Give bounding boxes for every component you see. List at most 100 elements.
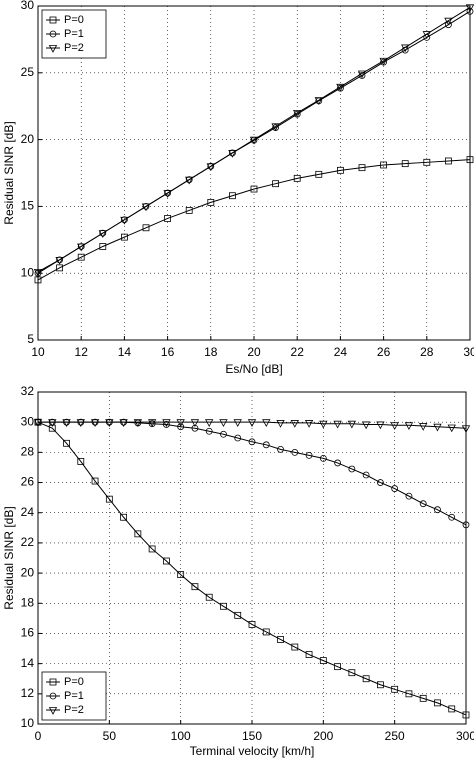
marker xyxy=(405,492,413,500)
marker xyxy=(293,174,301,182)
marker xyxy=(185,207,193,214)
y-tick-label: 32 xyxy=(21,384,35,398)
marker xyxy=(99,243,107,250)
marker xyxy=(433,423,442,432)
legend-marker xyxy=(48,45,58,53)
marker xyxy=(362,471,370,479)
marker xyxy=(404,422,414,431)
marker xyxy=(163,190,172,198)
marker xyxy=(347,420,357,429)
marker xyxy=(448,513,456,521)
marker xyxy=(319,420,328,429)
legend-marker xyxy=(49,16,57,24)
marker xyxy=(465,4,474,13)
y-tick-label: 25 xyxy=(21,65,35,79)
marker xyxy=(248,438,256,446)
marker xyxy=(191,424,199,432)
marker xyxy=(380,161,388,169)
x-tick-label: 26 xyxy=(377,345,391,359)
x-tick-label: 0 xyxy=(35,729,42,743)
marker xyxy=(448,705,456,713)
x-tick-label: 14 xyxy=(118,345,132,359)
marker xyxy=(177,423,185,431)
y-tick-label: 5 xyxy=(27,332,34,346)
marker xyxy=(319,454,327,462)
y-tick-label: 14 xyxy=(21,656,35,670)
marker xyxy=(276,420,285,428)
marker xyxy=(105,419,114,428)
marker xyxy=(391,485,399,492)
x-tick-label: 100 xyxy=(171,729,191,743)
marker xyxy=(315,170,323,178)
marker xyxy=(319,657,327,665)
marker xyxy=(56,256,63,264)
marker xyxy=(401,160,409,168)
marker xyxy=(461,425,471,434)
marker xyxy=(148,545,156,553)
marker xyxy=(233,419,242,428)
y-tick-label: 26 xyxy=(21,475,35,489)
marker xyxy=(419,694,427,702)
marker xyxy=(272,180,280,188)
line xyxy=(38,421,467,429)
marker xyxy=(176,419,185,428)
marker xyxy=(390,422,399,431)
legend-label: P=1 xyxy=(64,28,84,40)
marker xyxy=(277,445,284,453)
marker xyxy=(305,651,313,658)
marker xyxy=(220,430,227,438)
marker xyxy=(191,583,199,591)
marker xyxy=(336,166,344,174)
marker xyxy=(205,427,213,435)
marker xyxy=(77,243,86,252)
marker xyxy=(33,419,43,428)
y-axis-label: Residual SINR [dB] xyxy=(2,506,16,609)
x-tick-label: 18 xyxy=(204,345,218,359)
legend-label: P=2 xyxy=(64,42,84,54)
marker xyxy=(422,31,431,39)
marker xyxy=(120,216,129,225)
marker xyxy=(376,421,385,430)
marker xyxy=(348,669,356,677)
marker xyxy=(447,424,456,433)
marker xyxy=(134,530,142,538)
x-tick-label: 28 xyxy=(420,345,434,359)
y-tick-label: 22 xyxy=(21,535,35,549)
marker xyxy=(121,216,128,224)
marker xyxy=(262,628,270,636)
x-axis-label: Es/No [dB] xyxy=(225,362,282,376)
marker xyxy=(291,643,299,651)
marker xyxy=(48,419,57,428)
x-tick-label: 150 xyxy=(242,729,262,743)
marker xyxy=(147,419,157,428)
marker xyxy=(219,419,228,428)
marker xyxy=(277,636,284,643)
marker xyxy=(357,70,367,79)
marker xyxy=(376,681,384,689)
marker xyxy=(142,202,150,210)
marker xyxy=(462,521,470,529)
marker xyxy=(185,176,193,184)
y-tick-label: 20 xyxy=(21,565,35,579)
marker xyxy=(434,699,441,707)
y-tick-label: 10 xyxy=(21,265,35,279)
marker xyxy=(249,136,259,145)
marker xyxy=(271,123,280,132)
marker xyxy=(206,163,215,172)
marker xyxy=(99,229,107,237)
legend-label: P=0 xyxy=(64,676,84,688)
marker xyxy=(77,243,85,250)
marker xyxy=(220,602,227,610)
marker xyxy=(334,663,342,671)
x-tick-label: 20 xyxy=(247,345,261,359)
legend-marker xyxy=(49,30,57,38)
marker xyxy=(423,158,431,166)
legend-label: P=0 xyxy=(64,14,84,26)
marker xyxy=(205,419,214,428)
line xyxy=(37,6,471,273)
marker xyxy=(34,276,42,284)
marker xyxy=(348,465,356,473)
marker xyxy=(142,224,150,232)
x-tick-label: 50 xyxy=(103,729,117,743)
plot-area xyxy=(38,6,470,340)
